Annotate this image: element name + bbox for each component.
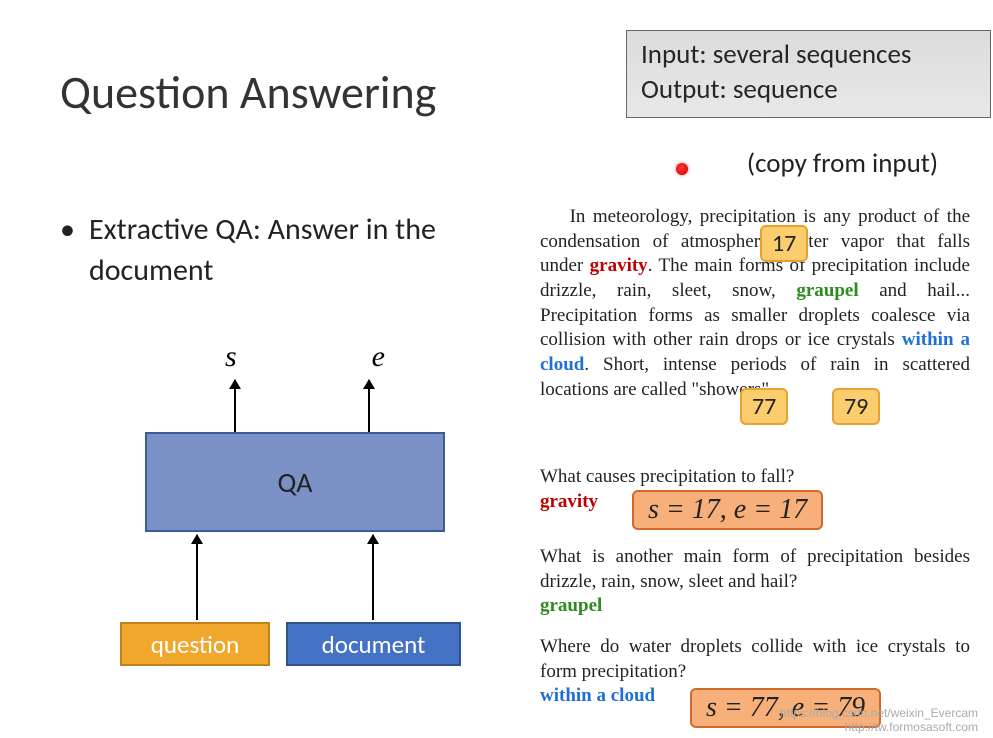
passage-text: In meteorology, precipitation is any pro…: [540, 205, 970, 403]
passage-graupel: grau­pel: [796, 280, 858, 301]
io-input-line: Input: several sequences: [641, 37, 976, 72]
qa2-answer: graupel: [540, 595, 602, 616]
watermark-1: https://blog.csdn.net/weixin_Evercam: [780, 706, 978, 720]
overlay-num-79: 79: [832, 388, 880, 425]
qa-box: QA: [145, 432, 445, 532]
watermark-2: http://tw.formosasoft.com: [845, 720, 978, 734]
qa2-question: What is another main form of precipitati…: [540, 545, 970, 594]
qa1-answer: gravity: [540, 491, 598, 512]
overlay-num-77: 77: [740, 388, 788, 425]
passage-gravity: gravity: [590, 255, 648, 276]
question-box: question: [120, 622, 270, 666]
arrow-up-s: [234, 380, 236, 432]
arrow-up-e: [368, 380, 370, 432]
overlay-num-17: 17: [760, 225, 808, 262]
slide-title: Question Answering: [60, 65, 436, 121]
io-box: Input: several sequences Output: sequenc…: [626, 30, 991, 118]
bullet-text: Extractive QA: Answer in the document: [89, 210, 490, 291]
qa-diagram: s e QA question document: [90, 340, 490, 690]
e-label: e: [372, 340, 385, 374]
s-label: s: [225, 340, 237, 374]
qa3-answer: within a cloud: [540, 685, 655, 706]
arrow-in-question: [196, 535, 198, 620]
se-output-labels: s e: [225, 340, 385, 374]
bullet-list: • Extractive QA: Answer in the document: [60, 210, 490, 291]
laser-pointer-dot: [676, 163, 688, 175]
bullet-dot-icon: •: [60, 210, 75, 291]
io-output-line: Output: sequence: [641, 72, 976, 107]
copy-from-input-note: (copy from input): [747, 147, 938, 180]
qa1-question: What causes precipitation to fall?: [540, 465, 970, 490]
overlay-eq-1: s = 17, e = 17: [632, 490, 823, 530]
qa-block-2: What is another main form of precipitati…: [540, 545, 970, 619]
qa3-question: Where do water droplets collide with ice…: [540, 635, 970, 684]
document-box: document: [286, 622, 461, 666]
bullet-item: • Extractive QA: Answer in the document: [60, 210, 490, 291]
arrow-in-document: [372, 535, 374, 620]
